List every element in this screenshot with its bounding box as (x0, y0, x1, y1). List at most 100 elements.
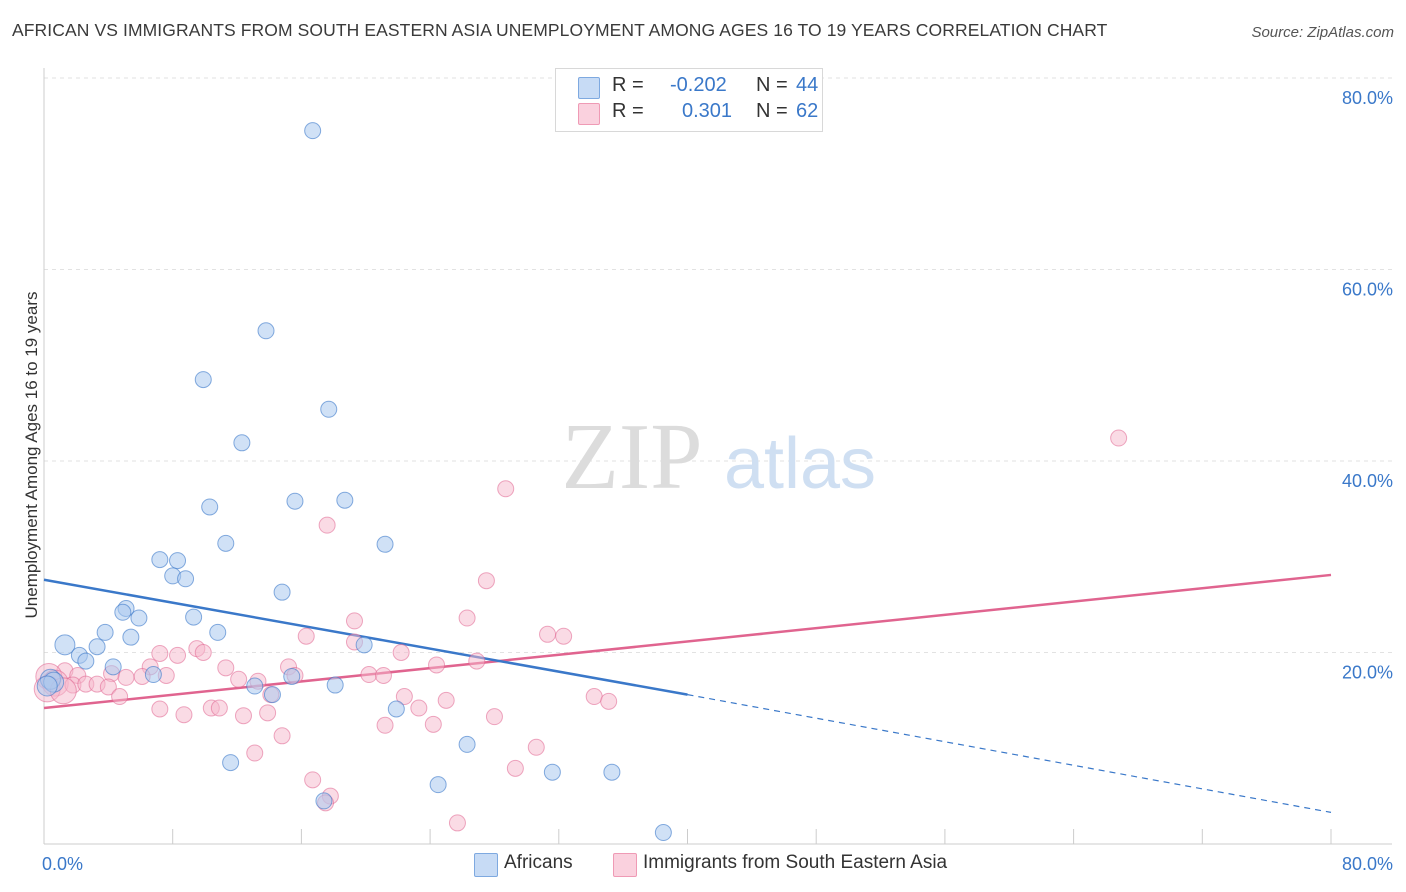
africans-point (603, 763, 621, 781)
africans-point (54, 634, 76, 656)
sea-point (151, 700, 169, 718)
sea-point (297, 627, 315, 645)
africans-point (458, 735, 476, 753)
sea-point (360, 666, 378, 684)
africans-point (169, 552, 187, 570)
sea-point (345, 612, 363, 630)
africans-point (233, 434, 251, 452)
sea-point (410, 699, 428, 717)
bottom-legend-label: Immigrants from South Eastern Asia (643, 852, 948, 873)
sea-point (273, 727, 291, 745)
sea-point (585, 688, 603, 706)
africans-point (286, 492, 304, 510)
legend-n-value-sea: 62 (796, 100, 819, 122)
sea-point (304, 771, 322, 789)
sea-point (1110, 429, 1128, 447)
legend-n-value-africans: 44 (796, 74, 819, 96)
x-tick-label: 0.0% (42, 854, 83, 874)
africans-point (283, 667, 301, 685)
africans-points (36, 122, 672, 842)
watermark: ZIP atlas (562, 405, 877, 509)
sea-point (234, 707, 252, 725)
africans-point (543, 763, 561, 781)
legend-n-label: N = (756, 100, 788, 122)
sea-point (175, 706, 193, 724)
legend-r-label: R = (612, 74, 644, 96)
africans-point (336, 491, 354, 509)
sea-point (194, 644, 212, 661)
bottom-swatch-africans (474, 853, 498, 877)
y-axis-label: Unemployment Among Ages 16 to 19 years (22, 291, 41, 619)
africans-point (144, 666, 162, 684)
africans-point (246, 677, 264, 695)
africans-point (36, 675, 58, 697)
legend-r-value-africans: -0.202 (670, 74, 727, 96)
africans-point (209, 623, 227, 641)
legend-r-value-sea: 0.301 (682, 100, 733, 122)
sea-point (428, 656, 446, 674)
africans-point (185, 608, 203, 626)
sea-point (555, 627, 573, 645)
chart-title: AFRICAN VS IMMIGRANTS FROM SOUTH EASTERN… (12, 20, 1108, 40)
sea-point (169, 646, 187, 664)
africans-point (222, 754, 240, 772)
sea-point (210, 699, 228, 717)
africans-point (429, 776, 447, 794)
africans-point (304, 122, 322, 140)
trend-lines (43, 573, 1332, 813)
sea-point (230, 670, 248, 688)
x-tick-label: 80.0% (1342, 854, 1393, 874)
sea-point (246, 744, 264, 762)
sea-point (437, 691, 455, 709)
sea-point (395, 688, 413, 706)
sea-point (374, 666, 392, 684)
africans-point (355, 636, 373, 654)
watermark-zip: ZIP (562, 405, 703, 509)
sea-point (117, 668, 135, 686)
sea-point (527, 738, 545, 756)
africans-point (151, 551, 169, 569)
africans-point (177, 570, 195, 588)
africans-point (217, 534, 235, 552)
source-note: Source: ZipAtlas.com (1251, 24, 1394, 41)
sea-point (485, 708, 503, 726)
africans-point (194, 371, 212, 389)
y-tick-label: 40.0% (1342, 471, 1393, 491)
africans-point (315, 792, 333, 810)
grid-lines (44, 77, 1392, 653)
sea-point (600, 692, 618, 710)
sea-point (539, 625, 557, 643)
africans-point (96, 623, 114, 641)
tick-labels: 20.0% 40.0% 60.0% 80.0% 0.0% 80.0% (42, 88, 1393, 874)
legend-r-label: R = (612, 100, 644, 122)
bottom-legend-label: Africans (504, 852, 573, 873)
correlation-legend: R = -0.202 N = 44 R = 0.301 N = 62 (555, 68, 823, 132)
sea-point (259, 704, 277, 722)
sea-point (497, 480, 515, 498)
legend-swatch-sea (578, 103, 600, 125)
africans-point (326, 676, 344, 694)
africans-point (273, 583, 291, 601)
africans-point (654, 824, 672, 842)
sea-point (424, 715, 442, 733)
sea-point (217, 659, 235, 677)
africans-point (77, 652, 95, 670)
africans-point (320, 400, 338, 418)
africans-point (104, 658, 122, 676)
africans-point (130, 609, 148, 627)
africans-trend-extension (687, 694, 1332, 813)
axes (43, 68, 1392, 845)
africans-point (122, 628, 140, 646)
africans-point (88, 638, 106, 656)
sea-point (468, 652, 486, 670)
africans-point (114, 603, 132, 621)
sea-point (99, 678, 117, 696)
legend-n-label: N = (756, 74, 788, 96)
sea-point (392, 644, 410, 661)
sea-point (318, 516, 336, 534)
sea-point (111, 688, 129, 706)
y-tick-label: 80.0% (1342, 88, 1393, 108)
bottom-swatch-sea (613, 853, 637, 877)
sea-point (376, 716, 394, 734)
